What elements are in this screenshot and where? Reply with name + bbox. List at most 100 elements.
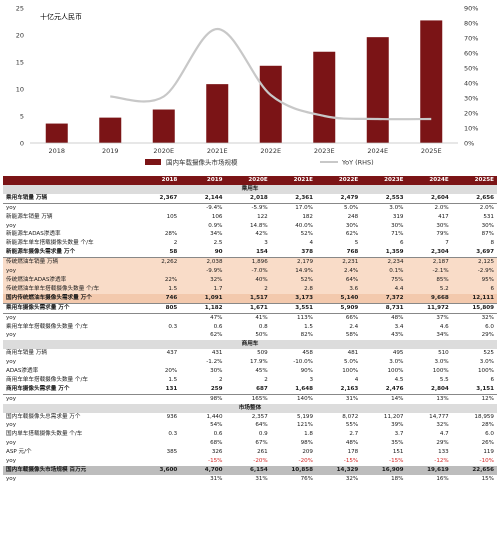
row-label: 乘用车摄像头需求量 万个: [3, 303, 135, 314]
table-cell: 2,018: [225, 193, 271, 204]
table-row: 乘用车销量 万辆 2,367 2,144 2,018 2,361 2,479 2,553 2,…: [3, 193, 497, 204]
table-cell: 10,858: [270, 466, 316, 475]
table-cell: 95%: [451, 275, 497, 285]
row-label: 乘用车单车搭载摄像头数量 个/车: [6, 323, 88, 330]
row-label: yoy: [6, 395, 17, 402]
table-cell: 259: [180, 384, 226, 395]
table-cell: 1.5: [304, 323, 313, 330]
table-cell: 3.4: [394, 323, 404, 330]
table-cell: -15%: [343, 458, 359, 465]
y-left-tick-label: 0: [20, 139, 24, 147]
table-cell: 209: [302, 449, 313, 456]
row-label: 乘用车销量 万辆: [3, 193, 135, 204]
table-cell: 1,671: [225, 303, 271, 314]
row-label: 国内传统燃油车摄像头需求量 万个: [3, 293, 135, 304]
table-cell: -10.0%: [293, 359, 313, 366]
table-cell: 248: [347, 213, 359, 220]
table-cell: 15,809: [451, 303, 497, 314]
table-cell: 1,440: [206, 413, 223, 420]
table-cell: 2: [218, 376, 223, 383]
table-cell: 26%: [481, 440, 494, 447]
bar: [420, 20, 443, 144]
table-cell: [135, 358, 180, 367]
table-row: 传统燃油车ADAS渗透率 22% 32% 40% 52% 64% 75% 85% 95%: [3, 275, 497, 285]
table-cell: 4.7: [439, 431, 449, 438]
table-cell: 2,357: [251, 413, 268, 420]
table-cell: 5.0%: [344, 359, 359, 366]
table-cell: 3,151: [451, 384, 497, 395]
table-cell: 4,700: [180, 466, 226, 475]
table-row: 新能源车销量 万辆 105 106 122 182 248 319 417 531: [3, 213, 497, 222]
table-cell: 437: [166, 350, 178, 357]
row-label: 新能源车摄像头需求量 万个: [3, 248, 135, 259]
table-row: 新能源车摄像头需求量 万个 58 90 154 378 768 1,359 2,304 3,69…: [3, 248, 497, 259]
bar: [152, 109, 175, 143]
table-cell: 133: [438, 449, 449, 456]
table-cell: 106: [211, 213, 223, 220]
table-cell: 2,361: [270, 193, 316, 204]
table-cell: 50%: [255, 332, 268, 339]
table-cell: 2,231: [316, 257, 362, 268]
table-cell: 3.0%: [479, 359, 494, 366]
table-cell: 30%: [481, 222, 494, 229]
table-row: yoy 98% 165% 140% 31% 14% 13% 12%: [3, 394, 497, 403]
y-right-tick-label: 90%: [464, 4, 478, 12]
table-row: 商用车销量 万辆 437 431 509 458 481 495 510 525: [3, 349, 497, 358]
table-cell: 2: [264, 376, 268, 383]
table-cell: 34%: [436, 332, 449, 339]
table-cell: 3: [309, 376, 313, 383]
header-cell: 2018: [135, 176, 181, 185]
yoy-series-line: [110, 27, 432, 121]
table-cell: 32%: [481, 314, 494, 321]
combo-chart: 0 5 10 15 20 25 0% 10% 20% 30% 40% 50% 60% 70% 80% 90% 2…: [16, 4, 479, 166]
table-cell: 32%: [345, 475, 359, 482]
table-cell: 2.0%: [434, 204, 449, 211]
row-label: 国内车载摄像头总需求量 万个: [6, 413, 81, 420]
table-cell: 28%: [164, 231, 178, 238]
table-cell: [135, 313, 180, 322]
row-label: yoy: [6, 332, 17, 339]
x-tick-label: 2019: [102, 147, 119, 155]
table-cell: 417: [438, 213, 449, 220]
table-cell: 5: [354, 240, 359, 247]
row-label: 新能源车单车搭载摄像头数量 个/车: [6, 240, 94, 247]
table-cell: 326: [211, 449, 223, 456]
table-cell: 11,207: [383, 413, 404, 420]
table-cell: 14.9%: [270, 267, 316, 276]
table-cell: 52%: [270, 275, 316, 285]
table-cell: [135, 222, 180, 231]
table-cell: 43%: [391, 332, 404, 339]
y-right-tick-label: 40%: [464, 79, 478, 87]
table-cell: 2,656: [451, 193, 497, 204]
table-cell: 15%: [481, 475, 494, 482]
table-cell: 4: [354, 376, 359, 383]
table-cell: 2,125: [451, 257, 497, 268]
section-header-row: 乘用车: [3, 184, 497, 194]
table-cell: 6,154: [225, 466, 271, 475]
table-row: yoy 62% 50% 82% 58% 43% 34% 29%: [3, 331, 497, 340]
table-header-row: 2018 2019 2020E 2021E 2022E 2023E 2024E …: [3, 176, 497, 185]
table-cell: -9.4%: [206, 204, 223, 211]
table-cell: 2,604: [406, 193, 452, 204]
table-cell: 54%: [210, 422, 223, 429]
table-cell: 42%: [255, 231, 268, 238]
x-tick-label: 2022E: [260, 147, 281, 155]
header-cell: [3, 176, 135, 185]
section-title: 商用车: [3, 340, 497, 350]
bar: [206, 84, 229, 143]
table-cell: 82%: [300, 332, 313, 339]
table-row: 乘用车摄像头需求量 万个 805 1,182 1,671 3,551 5,909 8,731…: [3, 303, 497, 314]
table-cell: 90: [180, 248, 226, 259]
y-right-tick-label: 50%: [464, 64, 478, 72]
y-left-tick-label: 10: [16, 85, 24, 93]
section-header-row: 市场整体: [3, 403, 497, 413]
table-cell: 3.0%: [389, 359, 404, 366]
table-cell: 5.2: [406, 284, 452, 294]
table-cell: 16%: [436, 475, 449, 482]
table-cell: 100%: [342, 368, 359, 375]
table-cell: 121%: [297, 422, 313, 429]
table-cell: 98%: [210, 395, 223, 402]
table-cell: [135, 457, 180, 466]
table-cell: 34%: [210, 231, 223, 238]
table-cell: -15%: [208, 458, 223, 465]
